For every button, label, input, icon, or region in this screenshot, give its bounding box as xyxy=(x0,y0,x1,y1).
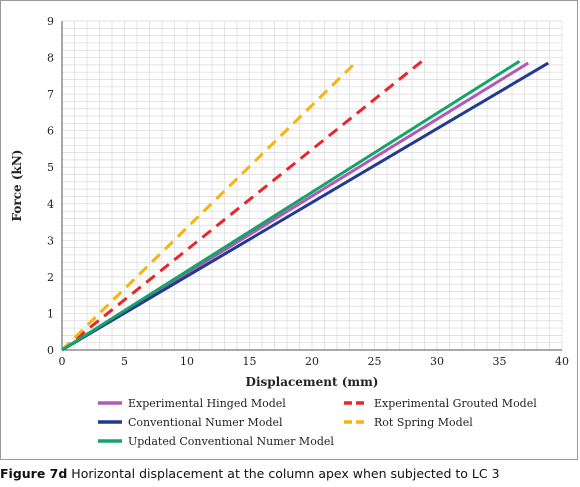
tick-labels: 0 5 10 15 20 25 30 35 40 0 1 2 3 4 5 6 7 8 9 xyxy=(47,15,569,368)
x-tick-label: 40 xyxy=(555,355,569,368)
line-chart: 0 5 10 15 20 25 30 35 40 0 1 2 3 4 5 6 7 8 9 Displacement … xyxy=(10,15,569,448)
legend-label: Experimental Hinged Model xyxy=(128,397,286,410)
legend: Experimental Hinged Model Experimental Gr… xyxy=(98,397,537,448)
legend-label: Updated Conventional Numer Model xyxy=(128,435,334,448)
x-tick-label: 5 xyxy=(121,355,128,368)
y-tick-label: 6 xyxy=(47,125,54,138)
figure-label: Figure 7d xyxy=(0,466,68,481)
figure-caption: Figure 7d Horizontal displacement at the… xyxy=(0,466,578,481)
axes xyxy=(61,21,562,351)
y-tick-label: 3 xyxy=(47,234,54,247)
x-tick-label: 30 xyxy=(430,355,444,368)
x-tick-label: 25 xyxy=(368,355,382,368)
legend-label: Experimental Grouted Model xyxy=(374,397,537,410)
y-tick-label: 5 xyxy=(47,161,54,174)
y-tick-label: 1 xyxy=(47,307,54,320)
series-lines xyxy=(60,59,550,352)
x-axis-title: Displacement (mm) xyxy=(246,375,379,389)
series-line-experimental-grouted-model xyxy=(61,60,423,352)
x-tick-label: 35 xyxy=(493,355,507,368)
x-tick-label: 20 xyxy=(305,355,319,368)
y-tick-label: 8 xyxy=(47,52,54,65)
legend-label: Rot Spring Model xyxy=(374,416,473,429)
y-tick-label: 4 xyxy=(47,198,54,211)
y-tick-label: 9 xyxy=(47,15,54,28)
legend-label: Conventional Numer Model xyxy=(128,416,283,429)
x-tick-label: 0 xyxy=(59,355,66,368)
y-tick-label: 2 xyxy=(47,271,54,284)
y-tick-label: 0 xyxy=(47,344,54,357)
series-line-conventional-numer-model xyxy=(61,61,550,352)
series-line-updated-conventional-numer-model xyxy=(61,59,521,352)
x-tick-label: 15 xyxy=(243,355,257,368)
y-tick-label: 7 xyxy=(47,88,54,101)
y-axis-title: Force (kN) xyxy=(10,150,24,222)
series-line-rot-spring-model xyxy=(60,60,359,352)
caption-text: Horizontal displacement at the column ap… xyxy=(71,466,500,481)
x-tick-label: 10 xyxy=(180,355,194,368)
grid xyxy=(61,20,563,351)
chart-frame: 0 5 10 15 20 25 30 35 40 0 1 2 3 4 5 6 7 8 9 Displacement … xyxy=(0,0,578,460)
